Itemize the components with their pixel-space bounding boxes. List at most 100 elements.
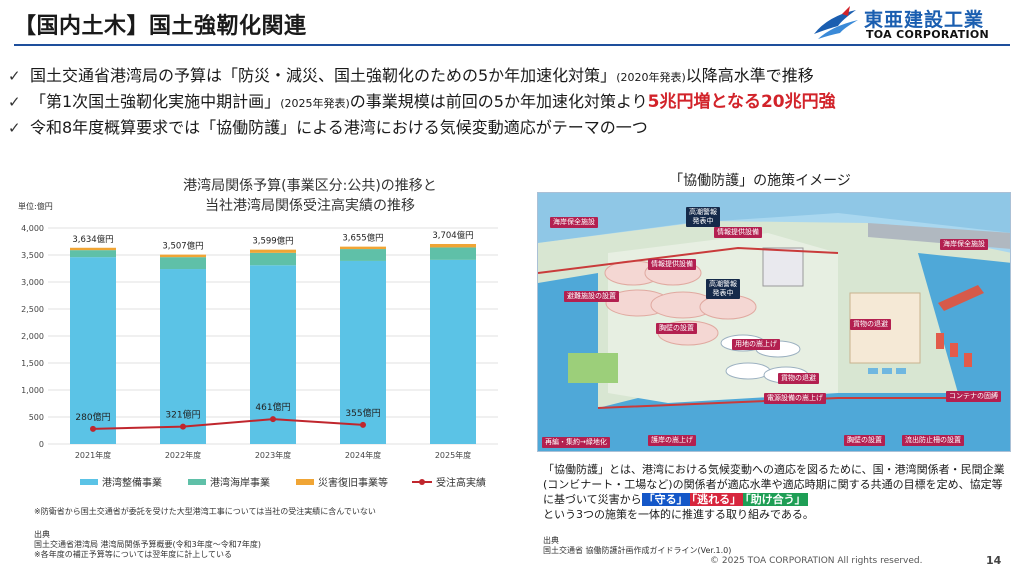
bullet-2: ✓ 「第1次国土強靭化実施中期計画」(2025年発表)の事業規模は前回の5か年加… xyxy=(8,90,1018,116)
keyword-protect: 「守る」 xyxy=(641,493,690,506)
tag-power-raising: 電源設備の嵩上げ xyxy=(764,393,826,404)
orders-label: 461億円 xyxy=(255,401,290,413)
title-divider xyxy=(14,44,1010,46)
bullet-1-note: (2020年発表) xyxy=(616,71,686,84)
legend-label: 港湾整備事業 xyxy=(102,478,162,489)
orders-line xyxy=(92,418,364,430)
legend-swatch xyxy=(188,479,206,485)
page-number: 14 xyxy=(986,554,1002,567)
bar-segment xyxy=(340,249,386,261)
chart-title: 港湾局関係予算(事業区分:公共)の推移と 当社港湾局関係受注高実績の推移 xyxy=(120,176,500,216)
bullet-2-note: (2025年発表) xyxy=(280,97,350,110)
y-tick-label: 1,000 xyxy=(21,386,44,395)
tag-fence: 流出防止柵の設置 xyxy=(902,435,964,446)
orders-point xyxy=(180,423,186,430)
bar-segment xyxy=(70,250,116,258)
check-icon: ✓ xyxy=(8,119,21,137)
orders-point xyxy=(270,416,276,423)
bar-segment xyxy=(430,247,476,260)
orders-label: 321億円 xyxy=(165,409,200,421)
bird-logo-icon xyxy=(814,6,858,39)
total-label: 3,634億円 xyxy=(72,234,113,245)
x-tick-label: 2021年度 xyxy=(75,450,111,460)
tag-cargo-evacuation: 貨物の退避 xyxy=(778,373,819,384)
x-tick-label: 2024年度 xyxy=(345,450,381,460)
legend-swatch xyxy=(296,479,314,485)
x-tick-label: 2023年度 xyxy=(255,450,291,460)
x-tick-label: 2025年度 xyxy=(435,450,471,460)
legend-item-orders: 受注高実績 xyxy=(412,474,486,489)
source-label: 出典 xyxy=(543,536,559,545)
y-tick-label: 500 xyxy=(29,413,44,422)
bullet-3-text: 令和8年度概算要求では「協働防護」による港湾における気候変動適応がテーマの一つ xyxy=(30,118,648,137)
chart-legend: 港湾整備事業 港湾海岸事業 災害復旧事業等 受注高実績 xyxy=(80,474,520,489)
bullet-2-mid: の事業規模は前回の5か年加速化対策より xyxy=(349,92,648,111)
y-tick-label: 1,500 xyxy=(21,359,44,368)
description-text: 「協働防護」とは、港湾における気候変動への適応を図るために、国・港湾関係者・民間… xyxy=(543,463,1005,506)
logo-english-name: TOA CORPORATION xyxy=(866,28,989,41)
chart-title-line-2: 当社港湾局関係受注高実績の推移 xyxy=(205,198,415,214)
bar-segment xyxy=(160,269,206,444)
page-title: 【国内土木】国土強靭化関連 xyxy=(14,14,307,39)
budget-chart: 0 500 1,000 1,500 2,000 2,500 3,000 3,500 4,000 3… xyxy=(21,224,498,460)
check-icon: ✓ xyxy=(8,93,21,111)
y-tick-label: 4,000 xyxy=(21,224,44,233)
tag-coastal-facility: 海岸保全施設 xyxy=(550,217,598,228)
chart-unit-label: 単位:億円 xyxy=(18,202,53,211)
tag-revetment-raising: 護岸の嵩上げ xyxy=(648,435,696,446)
y-tick-label: 2,000 xyxy=(21,332,44,341)
source-label: 出典 xyxy=(34,530,50,539)
total-label: 3,704億円 xyxy=(432,230,473,241)
orders-point xyxy=(360,421,366,428)
tag-green-space: 再編・集約→緑地化 xyxy=(542,437,610,448)
bar-segment xyxy=(70,247,116,251)
y-tick-label: 3,500 xyxy=(21,251,44,260)
bullet-3: ✓ 令和8年度概算要求では「協働防護」による港湾における気候変動適応がテーマの一… xyxy=(8,116,1018,140)
y-tick-label: 0 xyxy=(39,440,44,449)
right-source: 出典 国土交通省 協働防護計画作成ガイドライン(Ver.1.0) xyxy=(543,536,731,556)
kyodo-bogo-illustration: 海岸保全施設 高潮警報 発表中 情報提供設備 海岸保全施設 情報提供設備 高潮警… xyxy=(537,192,1011,452)
legend-item-coast: 港湾海岸事業 xyxy=(188,474,270,489)
legend-label: 受注高実績 xyxy=(436,478,486,489)
bullet-1-tail: 以降高水準で推移 xyxy=(685,66,814,85)
chart-footnote: ※防衛省から国土交通省が委託を受けた大型港湾工事については当社の受注実績に含んで… xyxy=(34,507,376,516)
check-icon: ✓ xyxy=(8,67,21,85)
keyword-help: 「助け合う」 xyxy=(743,493,808,506)
illustration-title: 「協働防護」の施策イメージ xyxy=(669,173,851,189)
tag-evacuation-facility: 避難施設の設置 xyxy=(564,291,619,302)
port-scene-image xyxy=(538,193,1010,451)
legend-item-disaster: 災害復旧事業等 xyxy=(296,474,388,489)
summary-bullets: ✓ 国土交通省港湾局の予算は「防災・減災、国土強靭化のための5か年加速化対策」(… xyxy=(8,64,1018,140)
bar-segment xyxy=(430,243,476,248)
orders-label: 355億円 xyxy=(345,407,380,419)
total-label: 3,655億円 xyxy=(342,233,383,244)
source-line: 国土交通省 協働防護計画作成ガイドライン(Ver.1.0) xyxy=(543,546,732,555)
chart-title-line-1: 港湾局関係予算(事業区分:公共)の推移と xyxy=(183,178,437,194)
tag-info-facility: 情報提供設備 xyxy=(714,227,762,238)
bar-segment xyxy=(70,257,116,444)
tag-cargo-evacuation: 貨物の退避 xyxy=(850,319,891,330)
legend-label: 港湾海岸事業 xyxy=(210,478,270,489)
orders-label: 280億円 xyxy=(75,411,110,423)
copyright: © 2025 TOA CORPORATION All rights reserv… xyxy=(710,556,923,566)
bar-segment xyxy=(160,257,206,270)
bar-segment xyxy=(340,246,386,250)
bar-segment xyxy=(250,265,296,444)
tag-coastal-facility: 海岸保全施設 xyxy=(940,239,988,250)
total-label: 3,507億円 xyxy=(162,241,203,252)
keyword-escape: 「逃れる」 xyxy=(689,493,744,506)
bar-segment xyxy=(250,252,296,266)
bullet-1: ✓ 国土交通省港湾局の予算は「防災・減災、国土強靭化のための5か年加速化対策」(… xyxy=(8,64,1018,90)
tag-info-facility: 情報提供設備 xyxy=(648,259,696,270)
logo-japanese-name: 東亜建設工業 xyxy=(864,9,985,31)
legend-item-port-development: 港湾整備事業 xyxy=(80,474,162,489)
orders-point xyxy=(90,425,96,432)
legend-label: 災害復旧事業等 xyxy=(318,478,388,489)
bar-segment xyxy=(340,260,386,444)
bar-segment xyxy=(430,259,476,444)
description-text-end: という3つの施策を一体的に推進する取り組みである。 xyxy=(543,508,814,521)
bullet-2-highlight: 5兆円増となる20兆円強 xyxy=(647,92,836,112)
kyodo-bogo-description: 「協働防護」とは、港湾における気候変動への適応を図るために、国・港湾関係者・民間… xyxy=(543,462,1011,522)
tag-storm-warning: 高潮警報 発表中 xyxy=(686,207,720,227)
y-tick-label: 2,500 xyxy=(21,305,44,314)
